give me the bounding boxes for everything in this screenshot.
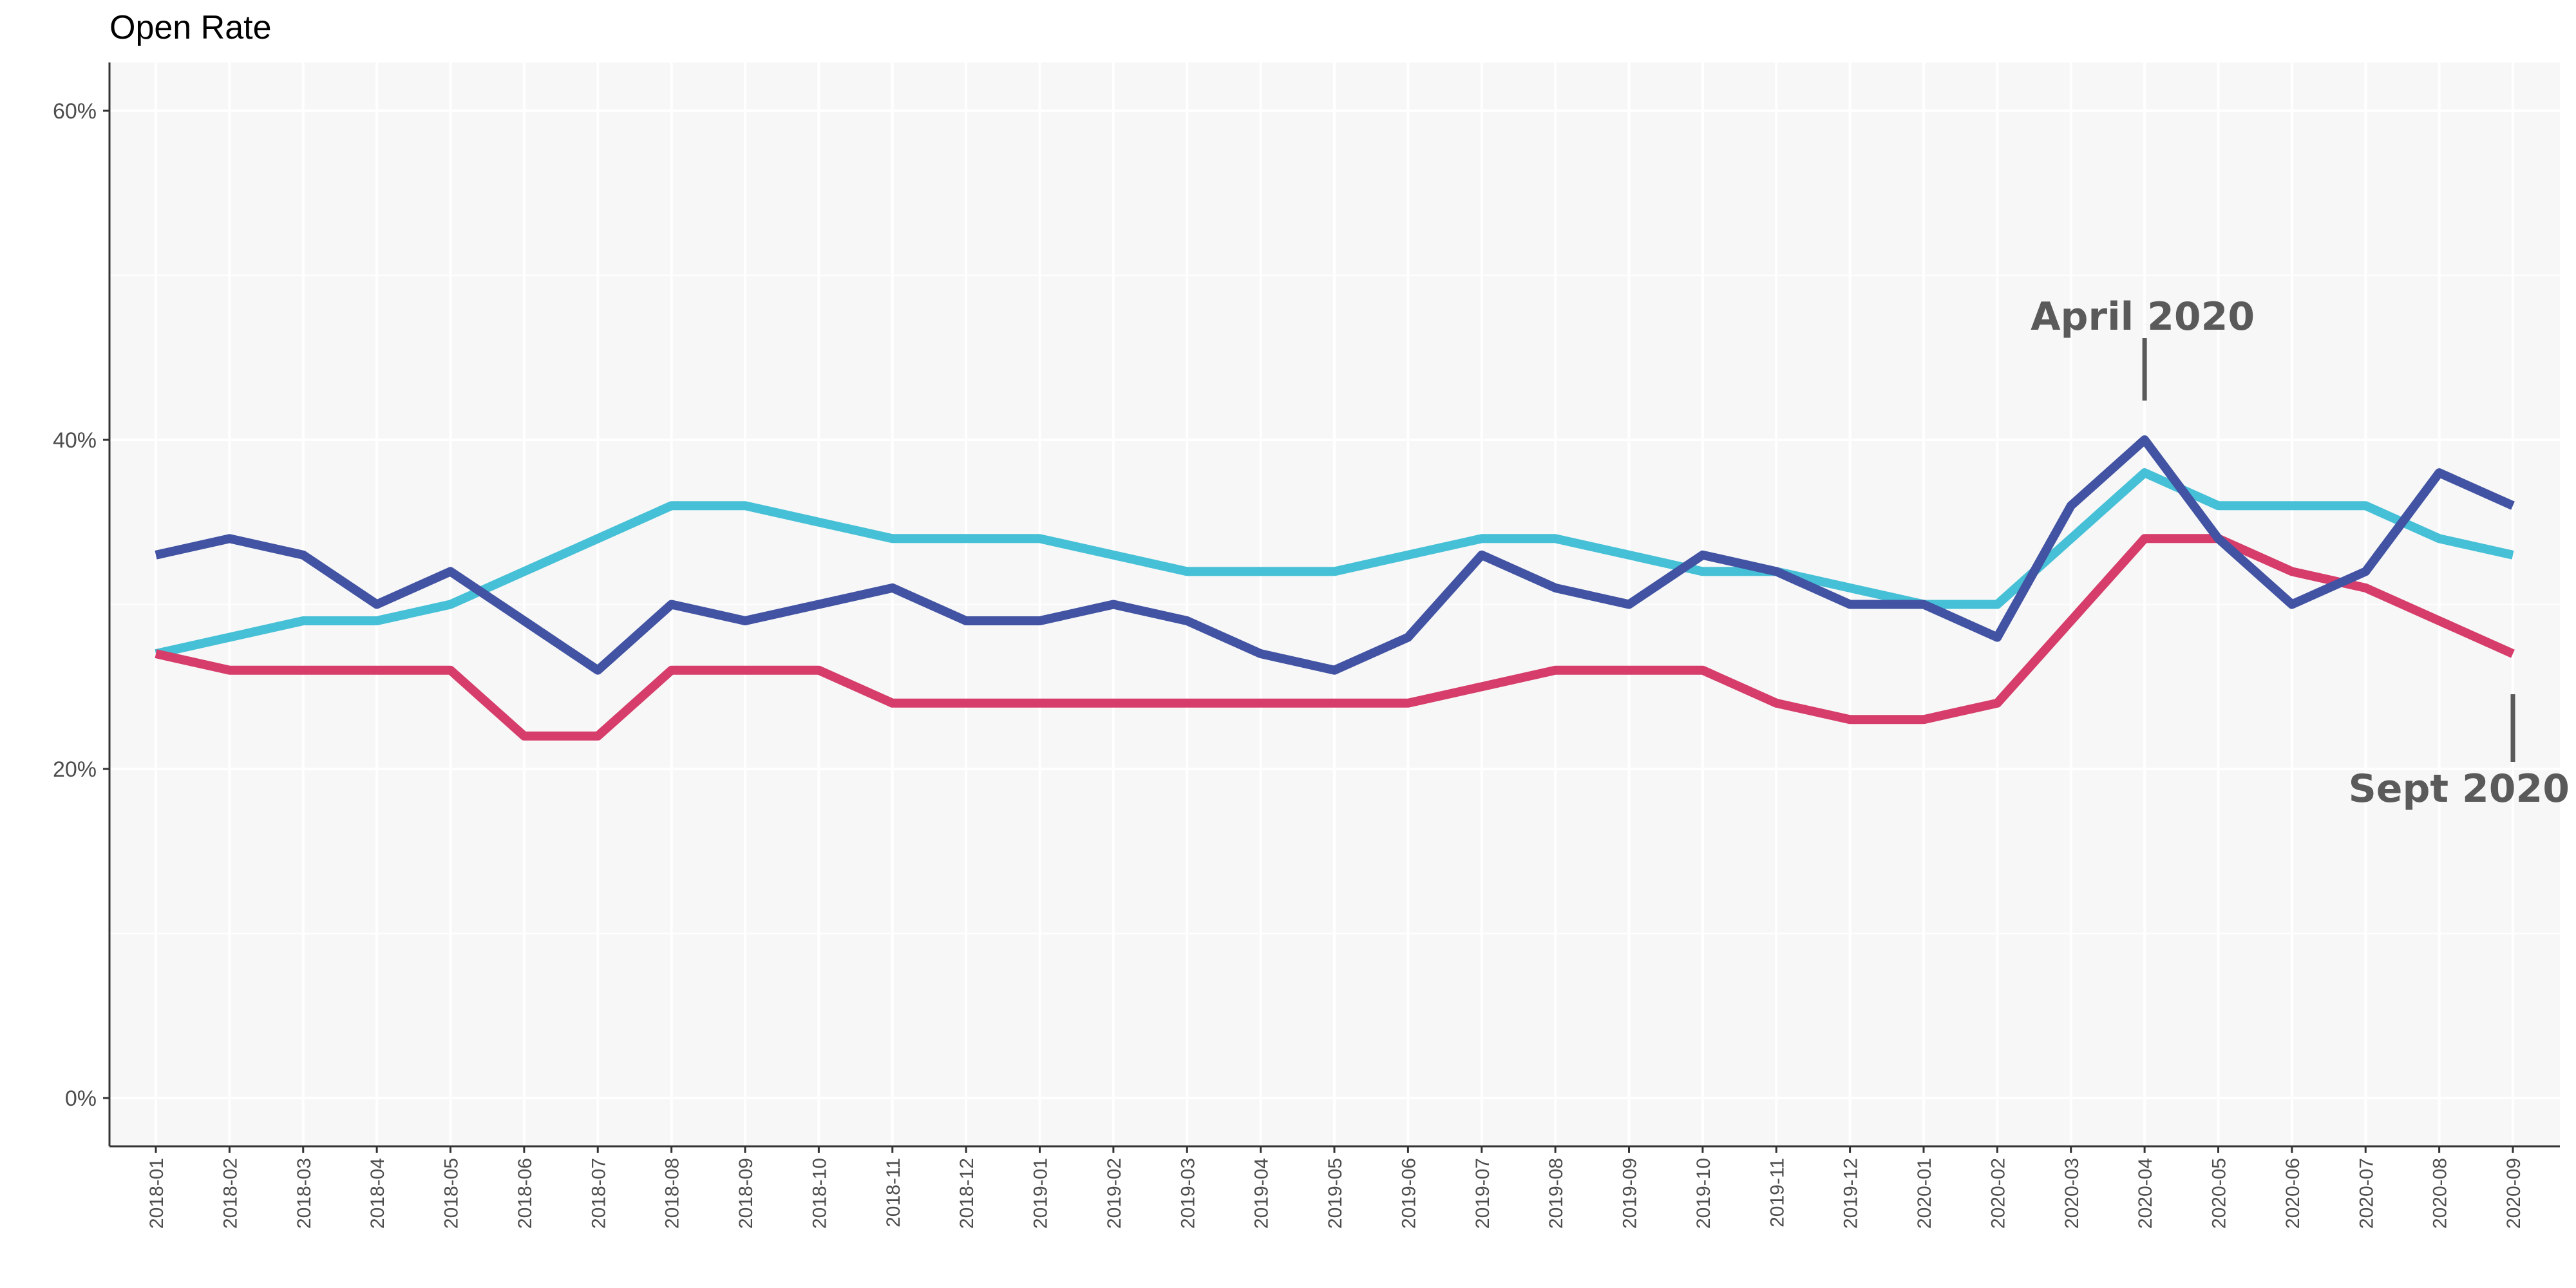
x-tick-label: 2020-09: [2503, 1158, 2524, 1229]
x-tick-label: 2018-09: [735, 1158, 757, 1229]
x-tick-label: 2019-09: [1620, 1158, 1641, 1229]
x-tick-label: 2018-02: [220, 1158, 241, 1229]
x-tick-label: 2020-06: [2282, 1158, 2304, 1229]
x-tick-label: 2020-05: [2209, 1158, 2230, 1229]
x-tick-label: 2019-02: [1104, 1158, 1125, 1229]
x-axis-ticks: 2018-01 2018-02 2018-03 2018-04 2018-05 2018-…: [146, 1146, 2524, 1229]
x-tick-label: 2018-07: [588, 1158, 609, 1229]
x-tick-label: 2018-04: [367, 1158, 388, 1229]
series-line-2: [155, 534, 2515, 741]
x-tick-label: 2019-07: [1472, 1158, 1493, 1229]
x-tick-label: 2019-10: [1693, 1158, 1714, 1229]
annotation-label: Sept 2020: [2349, 766, 2570, 811]
x-tick-label: 2019-03: [1177, 1158, 1198, 1229]
series-lines: [155, 435, 2515, 741]
annotations: April 2020 Sept 2020: [2031, 294, 2570, 811]
x-tick-label: 2020-02: [1987, 1158, 2009, 1229]
x-tick-label: 2019-06: [1398, 1158, 1419, 1229]
series-line-1: [155, 468, 2514, 658]
chart-title: Open Rate: [109, 9, 272, 46]
y-tick-label: 20%: [53, 757, 97, 782]
x-tick-label: 2019-08: [1546, 1158, 1567, 1229]
y-tick-label: 60%: [53, 99, 97, 124]
x-tick-label: 2020-04: [2135, 1158, 2156, 1229]
x-tick-label: 2020-08: [2430, 1158, 2451, 1229]
y-tick-label: 0%: [65, 1086, 97, 1111]
series-line-3: [155, 435, 2515, 675]
x-tick-label: 2018-05: [441, 1158, 462, 1229]
annotation-label: April 2020: [2031, 294, 2255, 339]
x-tick-label: 2018-11: [883, 1158, 904, 1227]
x-tick-label: 2018-01: [146, 1158, 167, 1229]
x-tick-label: 2018-10: [809, 1158, 830, 1229]
x-tick-label: 2019-12: [1841, 1158, 1862, 1229]
x-tick-label: 2018-12: [956, 1158, 978, 1229]
x-tick-label: 2020-01: [1914, 1158, 1935, 1229]
x-tick-label: 2019-04: [1251, 1158, 1273, 1229]
x-tick-label: 2018-03: [294, 1158, 315, 1229]
x-tick-label: 2019-11: [1766, 1158, 1788, 1227]
x-tick-label: 2018-08: [662, 1158, 683, 1229]
y-tick-label: 40%: [53, 428, 97, 453]
x-tick-label: 2020-03: [2061, 1158, 2083, 1229]
x-tick-label: 2019-05: [1325, 1158, 1346, 1229]
y-axis-ticks: 0% 20% 40% 60%: [53, 99, 109, 1111]
x-tick-label: 2019-01: [1030, 1158, 1052, 1229]
x-tick-label: 2020-07: [2356, 1158, 2377, 1229]
x-tick-label: 2018-06: [515, 1158, 536, 1229]
